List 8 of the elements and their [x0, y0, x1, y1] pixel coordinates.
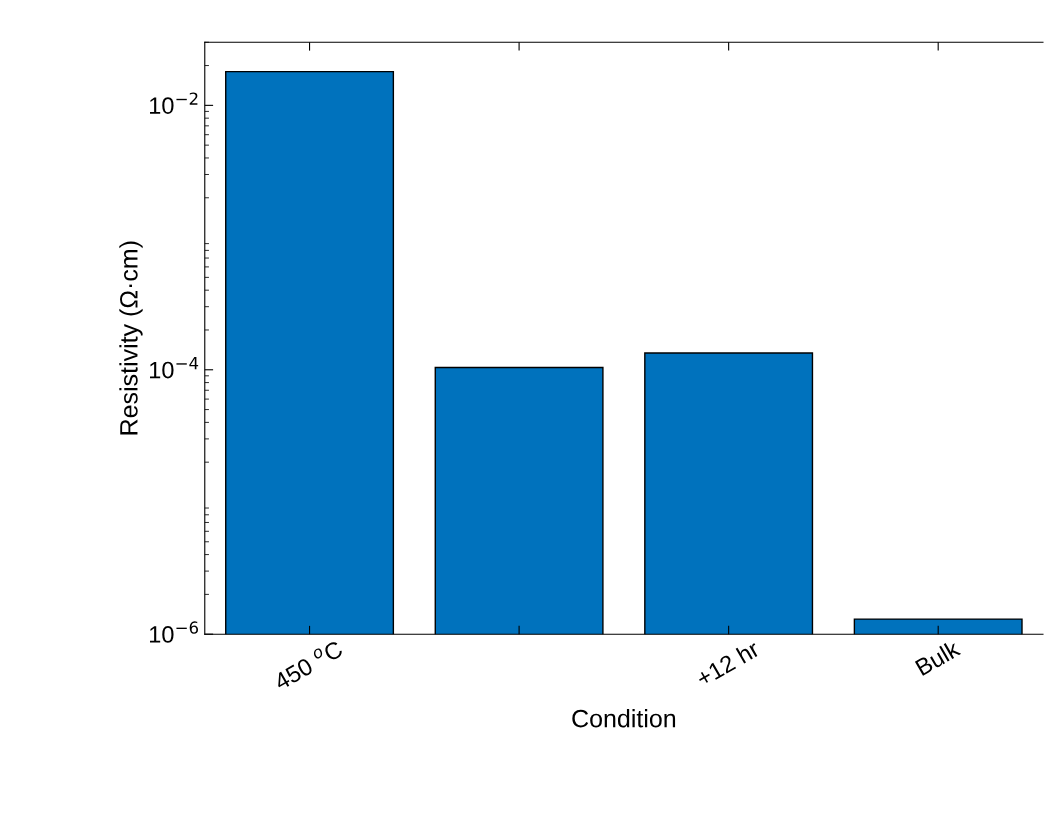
y-axis-title: Resistivity (Ω·cm) — [119, 241, 143, 435]
y-tick-label: 10$^{−4}$ — [150, 357, 199, 379]
x-tick-label: +12 hr — [694, 639, 761, 688]
x-tick-label: 450 $^{o}$C — [271, 638, 344, 691]
y-tick-label: 10$^{−2}$ — [150, 92, 198, 114]
x-tick-label: Bulk — [914, 639, 962, 677]
y-tick-label: 10$^{−6}$ — [150, 621, 199, 643]
x-axis-title: Condition — [572, 709, 676, 728]
